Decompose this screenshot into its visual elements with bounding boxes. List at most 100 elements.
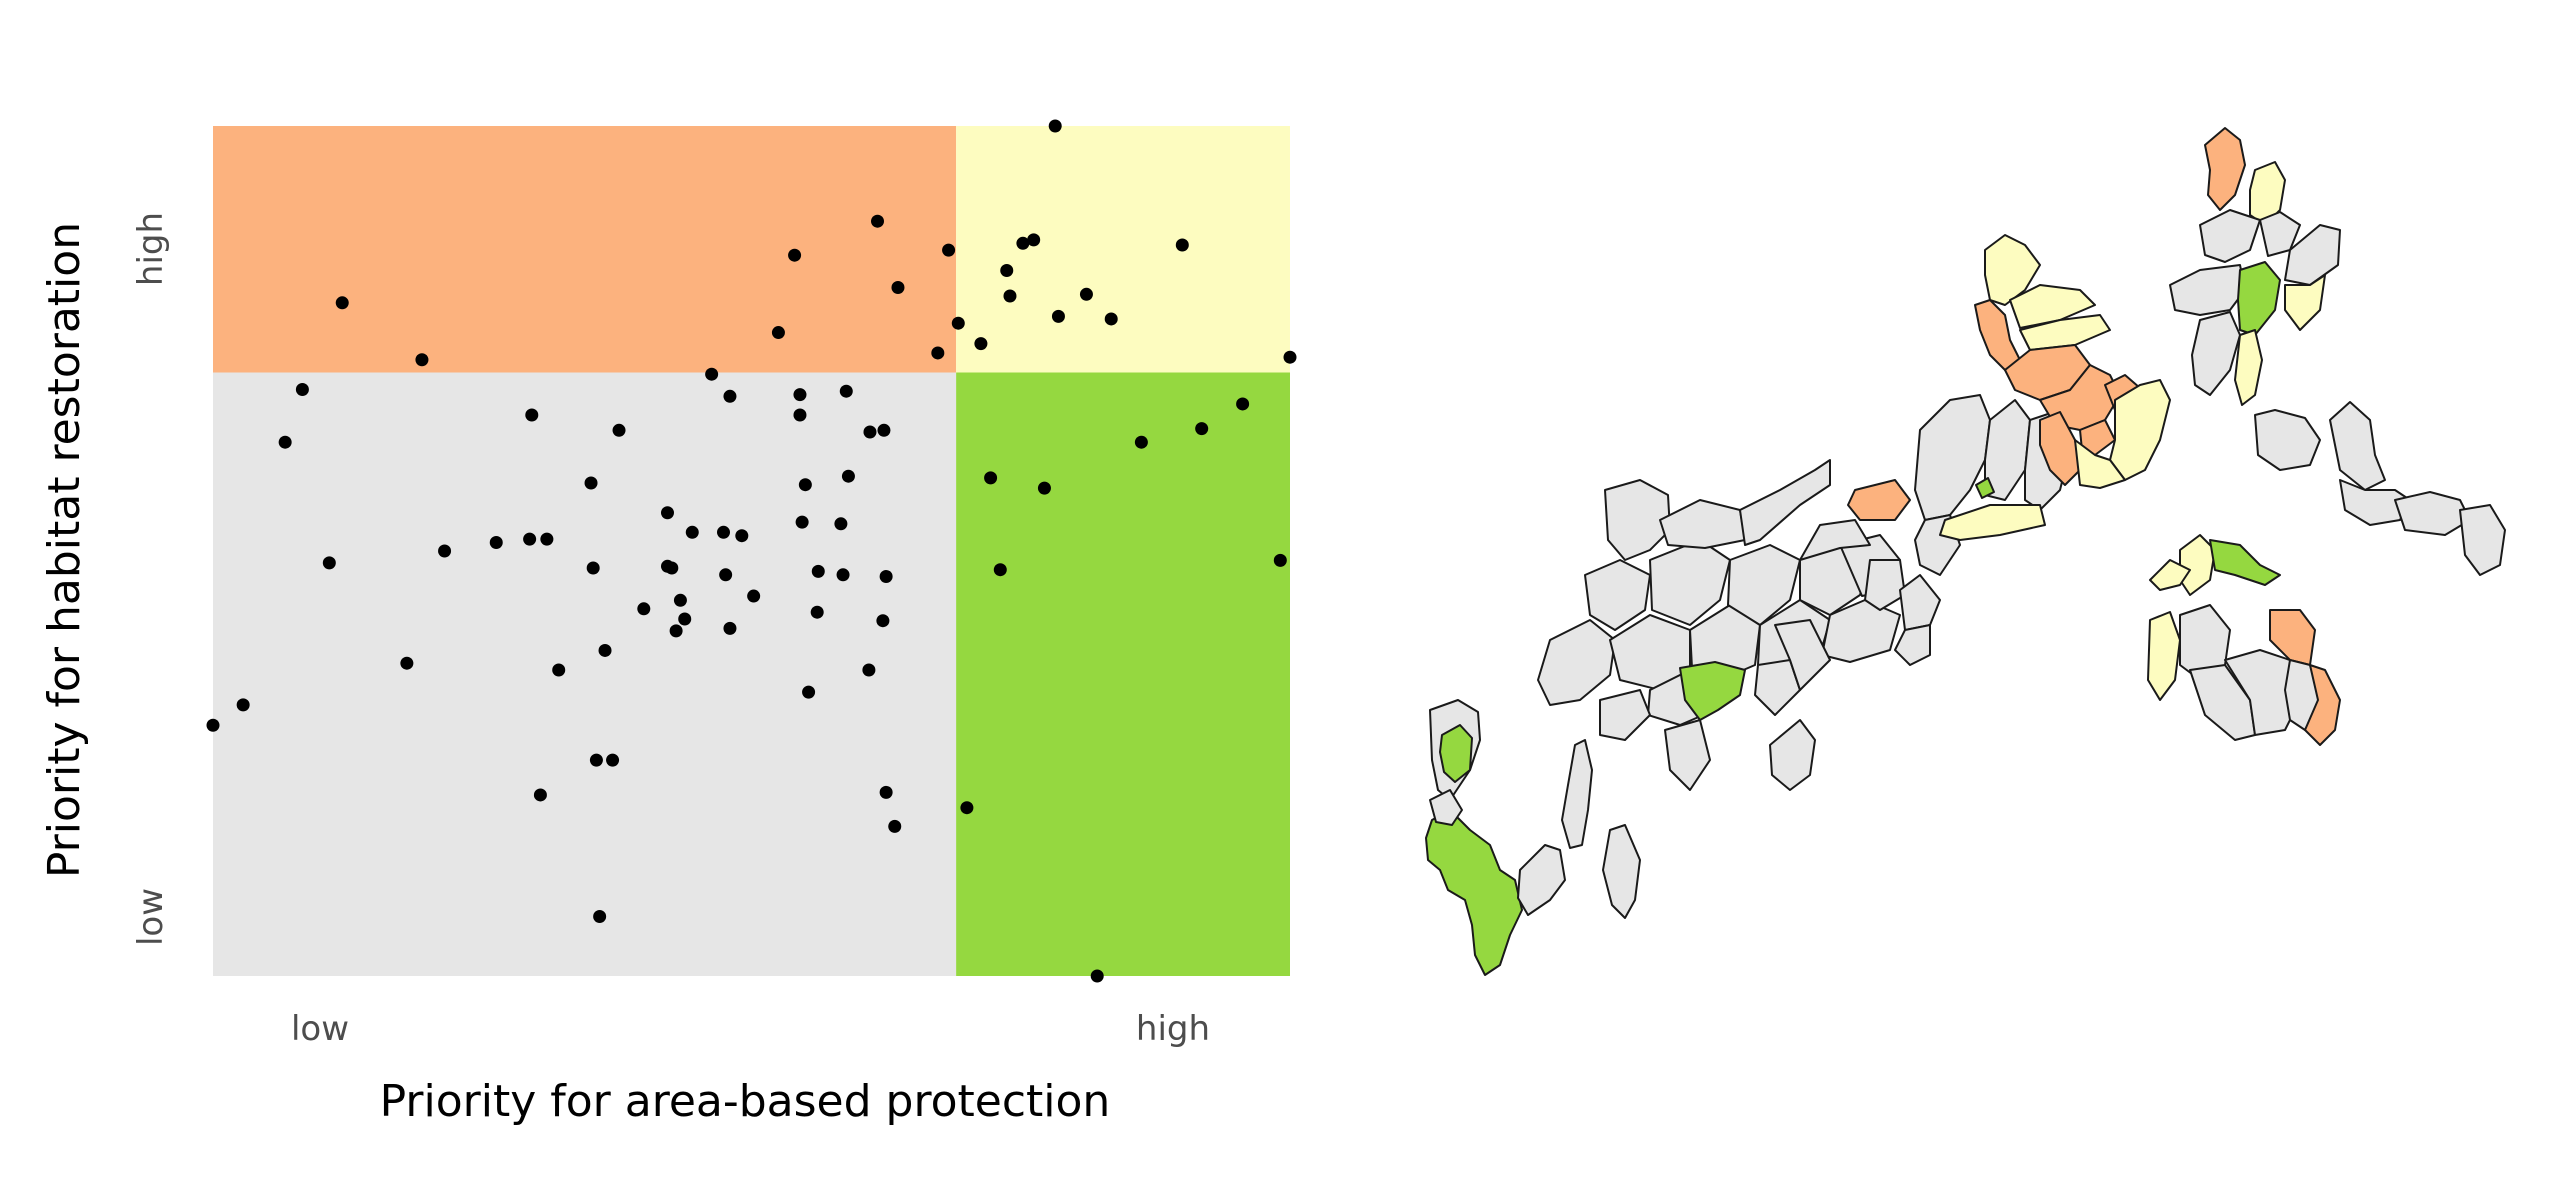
map-region xyxy=(2074,439,2126,489)
scatter-point xyxy=(888,819,902,833)
map-region xyxy=(2209,539,2281,586)
quadrant-backgrounds xyxy=(213,126,1290,976)
scatter-point xyxy=(984,471,998,485)
scatter-point xyxy=(1273,553,1287,567)
map-region xyxy=(1664,719,1711,791)
scatter-point xyxy=(839,384,853,398)
scatter-point xyxy=(295,383,309,396)
scatter-point xyxy=(678,612,692,626)
map-region xyxy=(1975,477,1995,499)
quadrant-high-protection-high-restoration xyxy=(956,126,1290,373)
scatter-point xyxy=(974,337,988,351)
scatter-point xyxy=(1000,264,1014,277)
map-region xyxy=(1584,559,1651,631)
map-region xyxy=(1984,234,2041,306)
map-region xyxy=(2234,329,2263,406)
y-axis-title: Priority for habitat restoration xyxy=(39,222,90,878)
scatter-point xyxy=(586,561,600,575)
scatter-point xyxy=(795,515,809,529)
scatter-point xyxy=(584,476,598,490)
map-region xyxy=(2237,261,2281,336)
scatter-point xyxy=(810,605,824,619)
map-region xyxy=(1599,689,1651,741)
map-region xyxy=(2039,411,2081,486)
map-region xyxy=(1769,719,1816,791)
scatter-point xyxy=(891,281,905,294)
quadrant-low-protection-low-restoration xyxy=(213,372,957,976)
scatter-panel: low high low high Priority for area-base… xyxy=(39,119,1297,1127)
scatter-point xyxy=(533,788,547,802)
scatter-point xyxy=(705,367,719,381)
scatter-point xyxy=(811,564,825,578)
scatter-point xyxy=(993,563,1007,577)
scatter-point xyxy=(1016,236,1030,250)
scatter-point xyxy=(637,602,651,616)
scatter-point xyxy=(879,785,893,799)
scatter-point xyxy=(660,506,674,520)
scatter-point xyxy=(540,532,554,546)
scatter-point xyxy=(951,316,965,330)
scatter-point xyxy=(236,698,250,712)
map-region xyxy=(2009,284,2096,329)
scatter-point xyxy=(1104,312,1118,326)
scatter-point xyxy=(1090,969,1104,983)
scatter-point xyxy=(863,425,877,439)
scatter-point xyxy=(489,536,503,549)
map-region xyxy=(1899,574,1941,631)
scatter-point xyxy=(1003,289,1017,303)
scatter-point xyxy=(438,544,452,558)
map-region xyxy=(2284,224,2341,286)
map-region xyxy=(2254,409,2321,471)
scatter-point xyxy=(1175,238,1189,252)
map-region xyxy=(1799,519,1871,561)
scatter-point xyxy=(836,568,850,582)
watershed-map xyxy=(1425,127,2506,976)
scatter-point xyxy=(525,408,539,422)
scatter-point xyxy=(735,529,749,543)
map-region xyxy=(1739,459,1831,546)
scatter-point xyxy=(589,753,603,767)
scatter-point xyxy=(1051,309,1065,323)
scatter-point xyxy=(278,435,292,449)
scatter-point xyxy=(793,388,807,402)
scatter-point xyxy=(834,517,848,531)
scatter-point xyxy=(723,621,737,635)
y-tick-label-high: high xyxy=(131,212,171,286)
scatter-point xyxy=(841,469,855,483)
map-region xyxy=(2459,504,2506,576)
scatter-point xyxy=(723,389,737,403)
x-tick-label-low: low xyxy=(291,1009,349,1049)
map-region xyxy=(1939,504,2046,541)
map-region xyxy=(1604,479,1671,561)
map-region xyxy=(1774,619,1831,691)
map-region xyxy=(1864,559,1906,611)
map-region xyxy=(1727,544,1801,626)
scatter-point xyxy=(871,214,885,228)
map-region xyxy=(2329,401,2386,491)
scatter-point xyxy=(877,423,891,437)
scatter-point xyxy=(788,248,802,262)
scatter-point xyxy=(960,801,974,815)
scatter-point xyxy=(415,353,429,367)
scatter-point xyxy=(931,346,945,360)
scatter-point xyxy=(719,568,733,582)
quadrant-low-protection-high-restoration xyxy=(213,126,957,373)
map-region xyxy=(1679,661,1746,721)
map-region xyxy=(1517,844,1566,916)
scatter-point xyxy=(322,556,336,570)
scatter-point xyxy=(942,243,956,257)
scatter-point xyxy=(876,614,890,628)
map-region xyxy=(1439,724,1473,783)
y-tick-label-low: low xyxy=(131,888,171,946)
scatter-point xyxy=(673,593,687,607)
scatter-point xyxy=(1195,422,1209,436)
map-region xyxy=(1847,479,1911,521)
map-region xyxy=(1425,809,1523,976)
scatter-point xyxy=(747,589,761,603)
map-region xyxy=(1754,659,1801,716)
map-region xyxy=(2149,559,2191,591)
scatter-point xyxy=(552,663,566,677)
map-region xyxy=(2304,664,2341,746)
scatter-point xyxy=(206,718,220,732)
